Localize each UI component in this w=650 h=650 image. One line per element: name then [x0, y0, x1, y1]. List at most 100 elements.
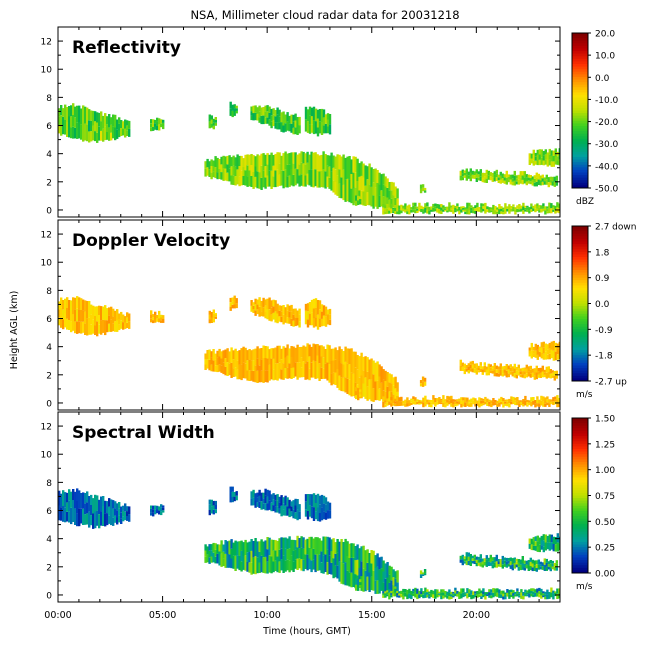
y-axis-label: Height AGL (km) — [9, 291, 20, 370]
colorbar-swatch — [572, 288, 588, 292]
x-axis-label: Time (hours, GMT) — [262, 626, 351, 637]
colorbar-swatch — [572, 477, 588, 481]
colorbar-swatch — [572, 378, 588, 382]
colorbar-swatch — [572, 259, 588, 263]
y-tick-label: 8 — [46, 287, 52, 297]
colorbar-swatch — [572, 141, 588, 145]
colorbar-swatch — [572, 293, 588, 297]
cloud-layer — [229, 486, 238, 503]
colorbar-tick-label: 0.75 — [595, 492, 615, 502]
colorbar-frame — [571, 32, 589, 189]
colorbar-swatch — [572, 172, 588, 176]
colorbar-unit: m/s — [576, 390, 593, 400]
colorbar-swatch — [572, 58, 588, 62]
colorbar-swatch — [572, 498, 588, 502]
figure-title: NSA, Millimeter cloud radar data for 200… — [190, 8, 459, 22]
colorbar-swatch — [572, 529, 588, 533]
colorbar-swatch — [572, 74, 588, 78]
colorbar-swatch — [572, 503, 588, 507]
cloud-layer — [382, 202, 560, 215]
colorbar-tick-label: 1.25 — [595, 440, 615, 450]
colorbar-swatch — [572, 500, 588, 504]
colorbar-swatch — [572, 331, 588, 335]
colorbar-swatch — [572, 480, 588, 484]
x-tick-label: 20:00 — [463, 610, 490, 621]
colorbar-swatch — [572, 231, 588, 235]
colorbar-swatch — [572, 69, 588, 73]
colorbar-tick-label: -0.9 — [595, 326, 613, 336]
colorbar-swatch — [572, 425, 588, 429]
cloud-layer — [58, 296, 131, 337]
colorbar-swatch — [572, 560, 588, 564]
y-tick-label: 6 — [46, 315, 52, 325]
cloud-echoes-reflectivity — [58, 101, 560, 215]
colorbar-swatch — [572, 487, 588, 491]
colorbar-swatch — [572, 337, 588, 341]
panel-label-reflectivity: Reflectivity — [72, 38, 181, 58]
colorbar-swatch — [572, 277, 588, 281]
colorbar-swatch — [572, 531, 588, 535]
colorbar-swatch — [572, 521, 588, 525]
colorbar-swatch — [572, 565, 588, 569]
colorbar-tick-label: 10.0 — [595, 52, 615, 62]
cloud-layer — [419, 184, 427, 194]
colorbar-swatch — [572, 311, 588, 315]
colorbar-swatch — [572, 285, 588, 289]
cloud-layer — [150, 310, 165, 324]
colorbar-swatch — [572, 66, 588, 70]
colorbar-swatch — [572, 146, 588, 150]
cloud-layer — [150, 117, 165, 132]
cloud-layer — [229, 101, 238, 118]
colorbar-swatch — [572, 51, 588, 55]
colorbar-swatch — [572, 420, 588, 424]
colorbar-swatch — [572, 102, 588, 106]
cloud-layer — [459, 359, 558, 381]
colorbar-swatch — [572, 495, 588, 499]
colorbar-swatch — [572, 71, 588, 75]
colorbar-swatch — [572, 149, 588, 153]
colorbar-swatch — [572, 562, 588, 566]
colorbar-swatch — [572, 246, 588, 250]
cloud-layer — [382, 395, 560, 408]
colorbar-swatch — [572, 436, 588, 440]
y-tick-label: 8 — [46, 94, 52, 104]
colorbar-swatch — [572, 40, 588, 44]
colorbar-swatch — [572, 110, 588, 114]
colorbar-swatch — [572, 272, 588, 276]
y-tick-label: 0 — [46, 399, 52, 409]
colorbar-swatch — [572, 321, 588, 325]
colorbar-swatch — [572, 472, 588, 476]
colorbar-swatch — [572, 552, 588, 556]
colorbar-swatch — [572, 430, 588, 434]
colorbar-swatch — [572, 352, 588, 356]
colorbar-swatch — [572, 257, 588, 261]
panel-reflectivity: 0 2 4 6 8 10 12 Reflectivity 20.0 10.0 0.0 -10.0 -20… — [41, 26, 619, 218]
colorbar-swatch — [572, 131, 588, 135]
colorbar-swatch — [572, 423, 588, 427]
colorbar-swatch — [572, 105, 588, 109]
colorbar-swatch — [572, 87, 588, 91]
cloud-layer — [229, 295, 238, 311]
colorbar-swatch — [572, 48, 588, 52]
colorbar-swatch — [572, 118, 588, 122]
colorbar-swatch — [572, 136, 588, 140]
colorbar-swatch — [572, 43, 588, 47]
colorbar-tick-label: -20.0 — [595, 118, 619, 128]
cloud-layer — [355, 195, 362, 206]
colorbar-swatch — [572, 295, 588, 299]
y-tick-label: 8 — [46, 479, 52, 489]
colorbar-swatch — [572, 567, 588, 571]
cloud-layer — [250, 105, 301, 135]
colorbar-swatch — [572, 306, 588, 310]
colorbar-swatch — [572, 557, 588, 561]
colorbar-swatch — [572, 454, 588, 458]
y-tick-label: 2 — [46, 371, 52, 381]
colorbar-swatch — [572, 185, 588, 189]
y-tick-label: 4 — [46, 535, 52, 545]
colorbar-swatch — [572, 505, 588, 509]
colorbar-swatch — [572, 76, 588, 80]
colorbar-swatch — [572, 362, 588, 366]
colorbar-swatch — [572, 151, 588, 155]
cloud-layer — [355, 578, 362, 591]
colorbar-swatch — [572, 360, 588, 364]
